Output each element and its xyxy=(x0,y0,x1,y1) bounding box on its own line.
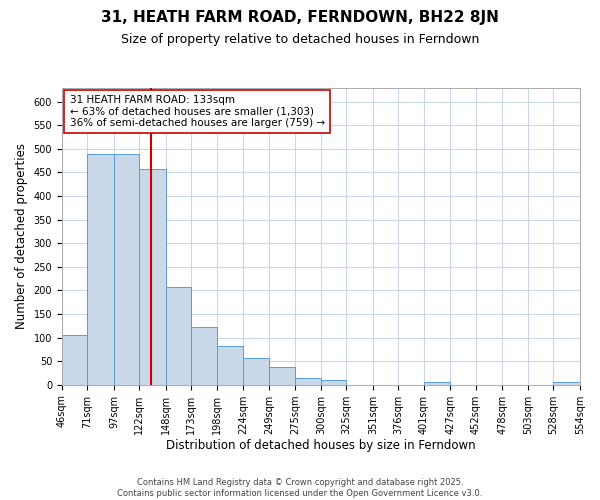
Bar xyxy=(88,154,114,384)
Y-axis label: Number of detached properties: Number of detached properties xyxy=(15,143,28,329)
X-axis label: Distribution of detached houses by size in Ferndown: Distribution of detached houses by size … xyxy=(166,440,476,452)
Bar xyxy=(191,327,217,384)
Bar xyxy=(553,382,580,384)
Text: Size of property relative to detached houses in Ferndown: Size of property relative to detached ho… xyxy=(121,32,479,46)
Bar xyxy=(321,380,346,384)
Text: 31, HEATH FARM ROAD, FERNDOWN, BH22 8JN: 31, HEATH FARM ROAD, FERNDOWN, BH22 8JN xyxy=(101,10,499,25)
Bar xyxy=(139,168,166,384)
Bar xyxy=(217,346,244,385)
Text: Contains HM Land Registry data © Crown copyright and database right 2025.
Contai: Contains HM Land Registry data © Crown c… xyxy=(118,478,482,498)
Bar xyxy=(295,378,321,384)
Bar xyxy=(114,154,139,384)
Text: 31 HEATH FARM ROAD: 133sqm
← 63% of detached houses are smaller (1,303)
36% of s: 31 HEATH FARM ROAD: 133sqm ← 63% of deta… xyxy=(70,95,325,128)
Bar xyxy=(244,358,269,384)
Bar xyxy=(269,368,295,384)
Bar xyxy=(424,382,451,384)
Bar xyxy=(62,335,88,384)
Bar xyxy=(166,287,191,384)
